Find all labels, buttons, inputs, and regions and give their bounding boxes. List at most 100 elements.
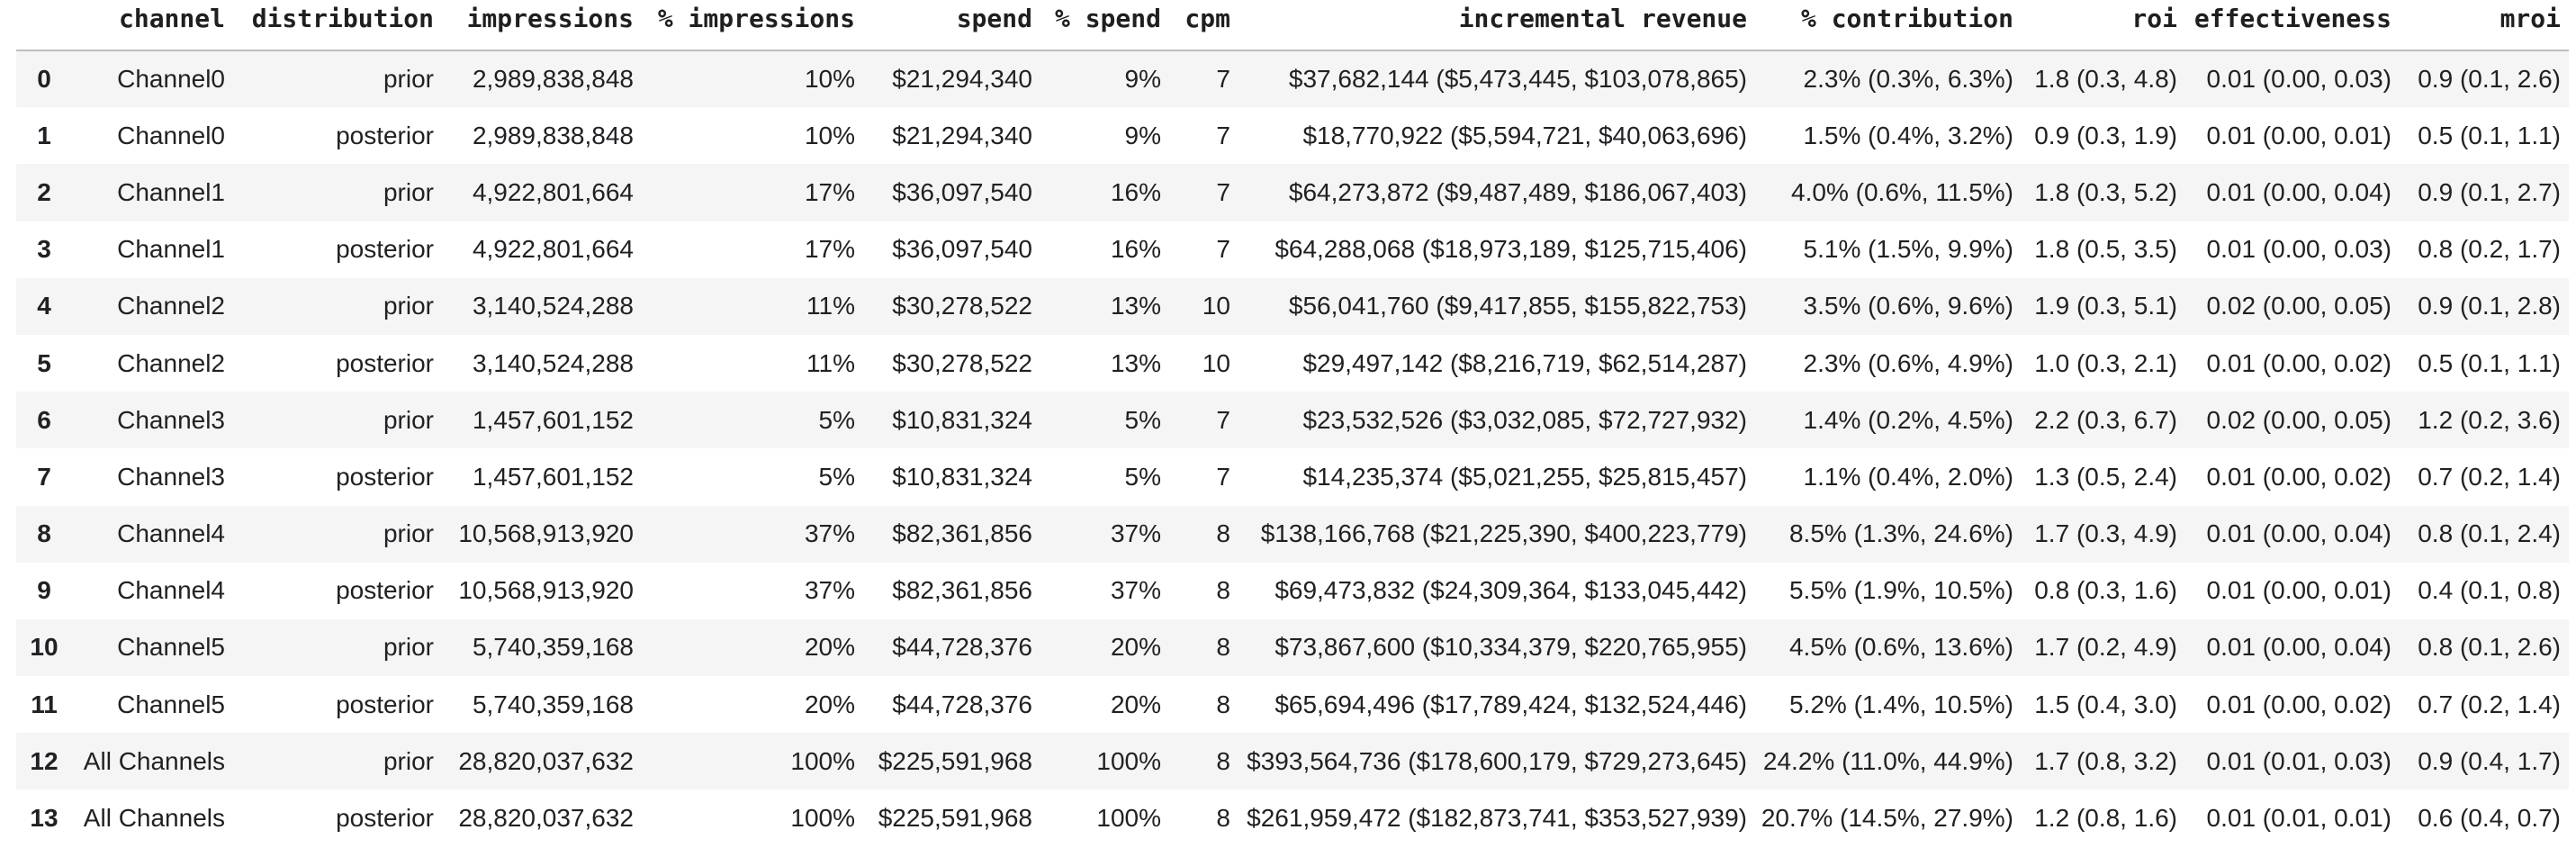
- row-index: 0: [37, 65, 51, 94]
- cell-roi: 1.9 (0.3, 5.1): [2034, 292, 2177, 320]
- table-row: 7 Channel3 posterior 1,457,601,152 5% $10,831…: [16, 448, 2569, 506]
- cell-spend: $36,097,540: [892, 235, 1032, 264]
- cell-pct-contribution: 3.5% (0.6%, 9.6%): [1803, 292, 2013, 320]
- column-header-spend: spend: [863, 0, 1040, 51]
- cell-pct-contribution: 2.3% (0.3%, 6.3%): [1803, 65, 2013, 94]
- cell-pct-impressions: 20%: [804, 690, 855, 718]
- cell-mroi: 1.2 (0.2, 3.6): [2418, 405, 2561, 434]
- column-header-distribution: distribution: [233, 0, 442, 51]
- cell-roi: 1.2 (0.8, 1.6): [2034, 804, 2177, 833]
- cell-distribution: posterior: [336, 348, 434, 377]
- cell-incremental-revenue: $64,288,068 ($18,973,189, $125,715,406): [1274, 235, 1747, 264]
- row-index: 4: [37, 292, 51, 320]
- cell-spend: $44,728,376: [892, 690, 1032, 718]
- cell-spend: $225,591,968: [878, 804, 1032, 833]
- cell-spend: $10,831,324: [892, 405, 1032, 434]
- table-row: 2 Channel1 prior 4,922,801,664 17% $36,097,54…: [16, 164, 2569, 221]
- column-header-roi: roi: [2022, 0, 2185, 51]
- cell-distribution: prior: [383, 633, 434, 662]
- cell-incremental-revenue: $29,497,142 ($8,216,719, $62,514,287): [1302, 348, 1747, 377]
- cell-cpm: 8: [1216, 746, 1230, 775]
- cell-pct-impressions: 11%: [806, 292, 855, 320]
- cell-pct-impressions: 37%: [804, 519, 855, 548]
- table-row: 1 Channel0 posterior 2,989,838,848 10% $21,29…: [16, 107, 2569, 165]
- column-header-pct-impressions: % impressions: [642, 0, 863, 51]
- table-row: 11 Channel5 posterior 5,740,359,168 20% $44,7…: [16, 676, 2569, 734]
- cell-incremental-revenue: $138,166,768 ($21,225,390, $400,223,779): [1260, 519, 1747, 548]
- cell-spend: $10,831,324: [892, 462, 1032, 491]
- cell-mroi: 0.9 (0.1, 2.6): [2418, 65, 2561, 94]
- cell-effectiveness: 0.01 (0.00, 0.04): [2206, 177, 2391, 206]
- cell-impressions: 10,568,913,920: [458, 576, 634, 605]
- table-row: 6 Channel3 prior 1,457,601,152 5% $10,831,324…: [16, 392, 2569, 449]
- cell-impressions: 10,568,913,920: [458, 519, 634, 548]
- cell-channel: Channel4: [117, 576, 225, 605]
- cell-channel: Channel4: [117, 519, 225, 548]
- cell-pct-impressions: 10%: [804, 65, 855, 94]
- cell-spend: $225,591,968: [878, 746, 1032, 775]
- cell-distribution: posterior: [336, 462, 434, 491]
- cell-pct-spend: 37%: [1110, 576, 1161, 605]
- column-header-pct-spend: % spend: [1040, 0, 1169, 51]
- cell-roi: 1.8 (0.5, 3.5): [2034, 235, 2177, 264]
- cell-roi: 1.5 (0.4, 3.0): [2034, 690, 2177, 718]
- cell-impressions: 1,457,601,152: [472, 405, 634, 434]
- cell-mroi: 0.7 (0.2, 1.4): [2418, 690, 2561, 718]
- cell-pct-spend: 20%: [1110, 633, 1161, 662]
- cell-mroi: 0.9 (0.1, 2.7): [2418, 177, 2561, 206]
- cell-channel: Channel0: [117, 121, 225, 149]
- cell-effectiveness: 0.02 (0.00, 0.05): [2206, 292, 2391, 320]
- cell-pct-contribution: 1.4% (0.2%, 4.5%): [1803, 405, 2013, 434]
- column-header-mroi: mroi: [2400, 0, 2569, 51]
- media-summary-table: channel distribution impressions% impressi…: [16, 0, 2569, 847]
- table-body: 0 Channel0 prior 2,989,838,848 10% $21,294,34…: [16, 50, 2569, 847]
- cell-incremental-revenue: $69,473,832 ($24,309,364, $133,045,442): [1274, 576, 1747, 605]
- cell-pct-contribution: 2.3% (0.6%, 4.9%): [1803, 348, 2013, 377]
- cell-channel: Channel1: [117, 235, 225, 264]
- cell-spend: $21,294,340: [892, 65, 1032, 94]
- cell-impressions: 3,140,524,288: [472, 348, 634, 377]
- row-index: 3: [37, 235, 51, 264]
- cell-mroi: 0.9 (0.4, 1.7): [2418, 746, 2561, 775]
- cell-pct-impressions: 100%: [790, 804, 855, 833]
- cell-incremental-revenue: $64,273,872 ($9,487,489, $186,067,403): [1288, 177, 1747, 206]
- cell-pct-spend: 16%: [1110, 177, 1161, 206]
- cell-roi: 1.7 (0.2, 4.9): [2034, 633, 2177, 662]
- cell-impressions: 28,820,037,632: [458, 746, 634, 775]
- cell-cpm: 8: [1216, 519, 1230, 548]
- cell-distribution: prior: [383, 65, 434, 94]
- cell-spend: $82,361,856: [892, 519, 1032, 548]
- column-header-impressions: impressions: [442, 0, 642, 51]
- table-row: 5 Channel2 posterior 3,140,524,288 11% $30,27…: [16, 334, 2569, 392]
- cell-roi: 1.8 (0.3, 4.8): [2034, 65, 2177, 94]
- cell-pct-spend: 20%: [1110, 690, 1161, 718]
- cell-pct-impressions: 17%: [804, 235, 855, 264]
- cell-spend: $21,294,340: [892, 121, 1032, 149]
- cell-pct-spend: 13%: [1110, 348, 1161, 377]
- table-row: 12 All Channels prior 28,820,037,632 100% $22…: [16, 733, 2569, 790]
- row-index: 12: [30, 746, 59, 775]
- cell-distribution: prior: [383, 177, 434, 206]
- cell-pct-impressions: 11%: [806, 348, 855, 377]
- cell-channel: All Channels: [83, 804, 225, 833]
- cell-pct-spend: 16%: [1110, 235, 1161, 264]
- row-index: 11: [31, 690, 58, 718]
- cell-pct-contribution: 4.0% (0.6%, 11.5%): [1791, 177, 2013, 206]
- cell-pct-impressions: 10%: [804, 121, 855, 149]
- cell-impressions: 5,740,359,168: [472, 690, 634, 718]
- cell-pct-contribution: 1.5% (0.4%, 3.2%): [1803, 121, 2013, 149]
- cell-pct-impressions: 17%: [804, 177, 855, 206]
- table-row: 4 Channel2 prior 3,140,524,288 11% $30,278,52…: [16, 277, 2569, 335]
- cell-pct-spend: 9%: [1124, 65, 1161, 94]
- cell-channel: Channel5: [117, 633, 225, 662]
- row-index: 5: [37, 348, 51, 377]
- cell-pct-impressions: 100%: [790, 746, 855, 775]
- cell-pct-contribution: 5.1% (1.5%, 9.9%): [1803, 235, 2013, 264]
- cell-spend: $36,097,540: [892, 177, 1032, 206]
- cell-effectiveness: 0.02 (0.00, 0.05): [2206, 405, 2391, 434]
- cell-pct-contribution: 24.2% (11.0%, 44.9%): [1762, 746, 2013, 775]
- cell-roi: 1.0 (0.3, 2.1): [2034, 348, 2177, 377]
- column-header-pct-contribution: % contribution: [1755, 0, 2022, 51]
- cell-incremental-revenue: $73,867,600 ($10,334,379, $220,765,955): [1274, 633, 1747, 662]
- cell-impressions: 2,989,838,848: [472, 65, 634, 94]
